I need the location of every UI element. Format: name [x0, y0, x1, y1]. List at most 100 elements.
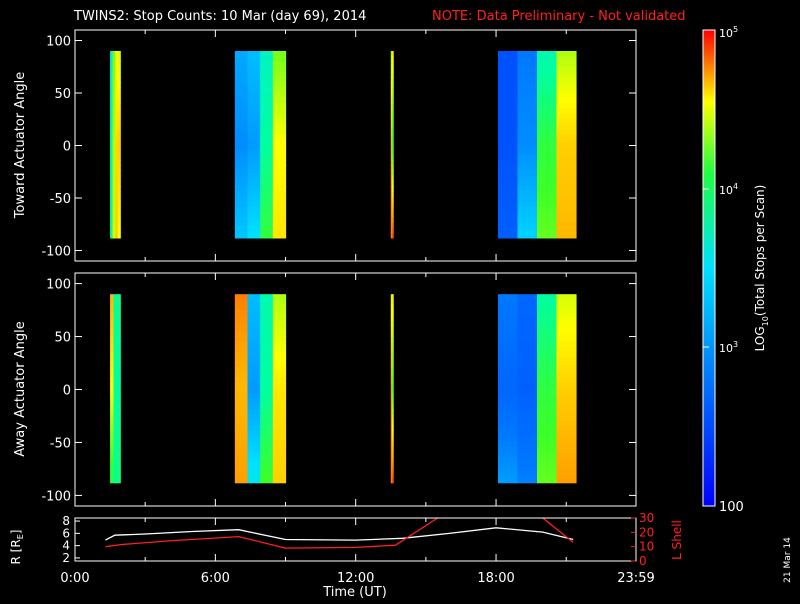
- toward-heatmap-cell: [556, 56, 577, 62]
- toward-heatmap-cell: [115, 191, 119, 197]
- toward-heatmap-cell: [112, 149, 116, 156]
- toward-heatmap-cell: [390, 71, 393, 78]
- away-heatmap-cell: [390, 430, 393, 437]
- away-heatmap-cell: [234, 419, 249, 426]
- toward-heatmap-cell: [115, 71, 119, 78]
- away-heatmap-cell: [536, 346, 558, 353]
- toward-heatmap-cell: [272, 76, 287, 83]
- away-heatmap-cell: [517, 440, 538, 447]
- toward-heatmap-cell: [272, 227, 287, 234]
- away-heatmap-cell: [110, 377, 115, 384]
- toward-heatmap-cell: [390, 185, 393, 192]
- toward-heatmap-cell: [260, 180, 274, 187]
- away-heatmap-cell: [116, 398, 121, 405]
- toward-heatmap-cell: [117, 211, 121, 218]
- away-heatmap-cell: [272, 404, 287, 410]
- toward-heatmap-cell: [260, 191, 274, 197]
- away-heatmap-cell: [247, 299, 261, 306]
- toward-heatmap-cell: [272, 92, 287, 99]
- toward-heatmap-cell: [391, 206, 394, 213]
- away-heatmap-cell: [556, 341, 577, 348]
- toward-heatmap-cell: [115, 206, 119, 213]
- toward-heatmap-cell: [247, 180, 261, 187]
- toward-heatmap-cell: [117, 76, 121, 83]
- away-heatmap-cell: [498, 367, 519, 374]
- toward-heatmap-cell: [391, 123, 394, 130]
- away-heatmap-cell: [390, 377, 393, 384]
- away-heatmap-cell: [116, 440, 121, 447]
- toward-heatmap-cell: [391, 108, 394, 114]
- away-heatmap-cell: [247, 362, 261, 369]
- toward-heatmap-cell: [391, 211, 394, 218]
- away-heatmap-cell: [247, 372, 261, 379]
- toward-heatmap-cell: [498, 206, 519, 213]
- toward-heatmap-cell: [234, 170, 249, 177]
- toward-heatmap-cell: [117, 217, 121, 223]
- toward-heatmap-cell: [391, 191, 394, 197]
- toward-heatmap-cell: [234, 61, 249, 68]
- away-heatmap-cell: [391, 383, 394, 390]
- toward-heatmap-cell: [498, 66, 519, 73]
- orbit-left-tick-8: 8: [62, 514, 70, 528]
- away-heatmap-cell: [110, 362, 115, 369]
- away-heatmap-cell: [556, 404, 577, 410]
- toward-heatmap-cell: [536, 149, 558, 156]
- away-heatmap-cell: [517, 346, 538, 353]
- toward-heatmap-cell: [536, 206, 558, 213]
- toward-heatmap-cell: [260, 71, 274, 78]
- toward-heatmap-cell: [260, 76, 274, 83]
- away-heatmap-cell: [234, 383, 249, 390]
- toward-heatmap-cell: [391, 92, 394, 99]
- away-heatmap-cell: [234, 304, 249, 311]
- away-heatmap-cell: [517, 404, 538, 410]
- toward-heatmap-cell: [112, 61, 116, 68]
- toward-heatmap-cell: [234, 185, 249, 192]
- away-heatmap-cell: [556, 304, 577, 311]
- away-heatmap-cell: [556, 383, 577, 390]
- toward-heatmap-cell: [117, 71, 121, 78]
- toward-heatmap-cell: [498, 222, 519, 229]
- away-heatmap-cell: [556, 372, 577, 379]
- toward-heatmap-cell: [234, 134, 249, 140]
- away-heatmap-cell: [110, 446, 115, 452]
- away-heatmap-cell: [498, 477, 519, 484]
- away-heatmap-cell: [390, 419, 393, 426]
- away-heatmap-cell: [247, 325, 261, 332]
- away-heatmap-cell: [116, 299, 121, 306]
- away-heatmap-cell: [390, 435, 393, 442]
- figure-title: TWINS2: Stop Counts: 10 Mar (day 69), 20…: [73, 9, 366, 24]
- toward-heatmap-cell: [115, 196, 119, 203]
- toward-heatmap-cell: [112, 196, 116, 203]
- away-heatmap-cell: [391, 451, 394, 458]
- toward-ytick-label-angle-50: 50: [54, 87, 71, 102]
- away-heatmap-cell: [110, 440, 115, 447]
- toward-heatmap-cell: [391, 217, 394, 223]
- toward-heatmap-cell: [390, 217, 393, 223]
- toward-heatmap-cell: [234, 160, 249, 166]
- toward-heatmap-cell: [234, 97, 249, 104]
- toward-heatmap-cell: [517, 201, 538, 208]
- away-heatmap-cell: [247, 461, 261, 468]
- away-heatmap-cell: [260, 425, 274, 431]
- toward-heatmap-cell: [536, 191, 558, 197]
- away-heatmap-cell: [113, 404, 118, 410]
- away-heatmap-cell: [247, 351, 261, 358]
- toward-heatmap-cell: [234, 222, 249, 229]
- away-heatmap-cell: [536, 398, 558, 405]
- away-heatmap-cell: [260, 414, 274, 421]
- toward-heatmap-cell: [112, 211, 116, 218]
- toward-heatmap-cell: [117, 201, 121, 208]
- toward-heatmap-cell: [117, 170, 121, 177]
- away-heatmap-cell: [247, 477, 261, 484]
- away-ytick-label-angle-100: 100: [46, 278, 71, 293]
- away-heatmap-cell: [116, 409, 121, 416]
- away-heatmap-cell: [116, 414, 121, 421]
- toward-heatmap-cell: [260, 97, 274, 104]
- toward-heatmap-cell: [260, 227, 274, 234]
- toward-heatmap-cell: [234, 123, 249, 130]
- toward-heatmap-cell: [272, 211, 287, 218]
- toward-heatmap-cell: [391, 128, 394, 135]
- toward-heatmap-cell: [390, 144, 393, 151]
- away-heatmap-cell: [110, 330, 115, 337]
- toward-heatmap-cell: [112, 118, 116, 125]
